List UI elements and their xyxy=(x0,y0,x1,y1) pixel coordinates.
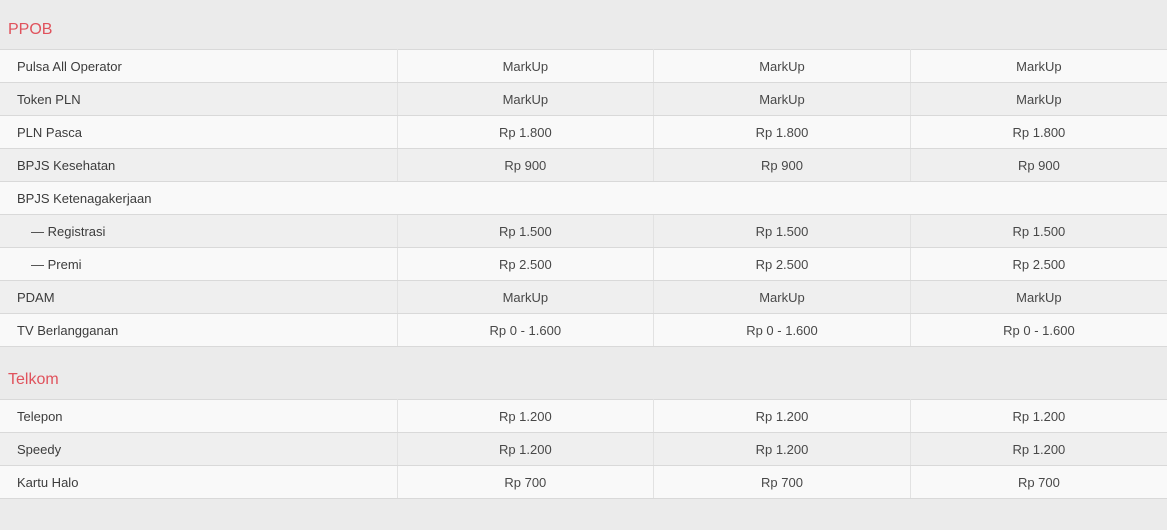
pricing-table: Pulsa All Operator MarkUp MarkUp MarkUp Toke… xyxy=(0,49,1167,347)
section-title: PPOB xyxy=(8,21,53,38)
row-value: MarkUp xyxy=(653,280,911,314)
row-label: PLN Pasca xyxy=(0,115,397,149)
table-row: Speedy Rp 1.200 Rp 1.200 Rp 1.200 xyxy=(0,432,1167,466)
row-value: Rp 1.800 xyxy=(909,115,1167,149)
row-value: Rp 2.500 xyxy=(653,247,911,281)
row-label: Pulsa All Operator xyxy=(0,49,397,83)
row-value: MarkUp xyxy=(396,82,654,116)
table-row: PDAM MarkUp MarkUp MarkUp xyxy=(0,280,1167,314)
row-label: — Registrasi xyxy=(0,214,397,248)
row-label: BPJS Ketenagakerjaan xyxy=(0,181,1167,215)
row-value: MarkUp xyxy=(653,82,911,116)
row-label: Token PLN xyxy=(0,82,397,116)
table-row: TV Berlangganan Rp 0 - 1.600 Rp 0 - 1.600 R… xyxy=(0,313,1167,347)
row-value: Rp 0 - 1.600 xyxy=(396,313,654,347)
table-row: BPJS Kesehatan Rp 900 Rp 900 Rp 900 xyxy=(0,148,1167,182)
table-row: Kartu Halo Rp 700 Rp 700 Rp 700 xyxy=(0,465,1167,499)
row-value: Rp 1.200 xyxy=(396,399,654,433)
pricing-section: Telkom Telepon Rp 1.200 Rp 1.200 Rp 1.200 Spe… xyxy=(0,369,1167,499)
row-value: Rp 0 - 1.600 xyxy=(653,313,911,347)
row-value: Rp 900 xyxy=(396,148,654,182)
sections-container: PPOB Pulsa All Operator MarkUp MarkUp MarkUp… xyxy=(0,19,1167,499)
row-value: MarkUp xyxy=(909,49,1167,83)
row-value: MarkUp xyxy=(909,82,1167,116)
table-row: BPJS Ketenagakerjaan xyxy=(0,181,1167,215)
row-value: Rp 1.200 xyxy=(653,432,911,466)
table-row: Token PLN MarkUp MarkUp MarkUp xyxy=(0,82,1167,116)
row-label: BPJS Kesehatan xyxy=(0,148,397,182)
row-value: Rp 900 xyxy=(909,148,1167,182)
row-value: Rp 2.500 xyxy=(909,247,1167,281)
row-label: Speedy xyxy=(0,432,397,466)
row-value: MarkUp xyxy=(909,280,1167,314)
row-value: MarkUp xyxy=(653,49,911,83)
table-row: — Premi Rp 2.500 Rp 2.500 Rp 2.500 xyxy=(0,247,1167,281)
row-value: Rp 700 xyxy=(909,465,1167,499)
pricing-section: PPOB Pulsa All Operator MarkUp MarkUp MarkUp… xyxy=(0,19,1167,347)
row-value: Rp 0 - 1.600 xyxy=(909,313,1167,347)
row-value: MarkUp xyxy=(396,280,654,314)
row-value: Rp 1.800 xyxy=(653,115,911,149)
table-row: PLN Pasca Rp 1.800 Rp 1.800 Rp 1.800 xyxy=(0,115,1167,149)
pricing-page: PPOB Pulsa All Operator MarkUp MarkUp MarkUp… xyxy=(0,19,1167,499)
row-value: Rp 900 xyxy=(653,148,911,182)
row-value: Rp 1.200 xyxy=(653,399,911,433)
pricing-table: Telepon Rp 1.200 Rp 1.200 Rp 1.200 Speedy Rp … xyxy=(0,399,1167,499)
table-row: — Registrasi Rp 1.500 Rp 1.500 Rp 1.500 xyxy=(0,214,1167,248)
row-value: Rp 1.500 xyxy=(909,214,1167,248)
table-row: Pulsa All Operator MarkUp MarkUp MarkUp xyxy=(0,49,1167,83)
row-value: Rp 1.200 xyxy=(396,432,654,466)
section-title: Telkom xyxy=(8,371,59,388)
table-row: Telepon Rp 1.200 Rp 1.200 Rp 1.200 xyxy=(0,399,1167,433)
row-value: MarkUp xyxy=(396,49,654,83)
row-label: PDAM xyxy=(0,280,397,314)
row-label: TV Berlangganan xyxy=(0,313,397,347)
row-label: — Premi xyxy=(0,247,397,281)
row-value: Rp 1.200 xyxy=(909,432,1167,466)
row-value: Rp 700 xyxy=(653,465,911,499)
row-value: Rp 1.500 xyxy=(653,214,911,248)
row-value: Rp 1.200 xyxy=(909,399,1167,433)
row-value: Rp 1.800 xyxy=(396,115,654,149)
row-value: Rp 2.500 xyxy=(396,247,654,281)
row-value: Rp 700 xyxy=(396,465,654,499)
row-label: Telepon xyxy=(0,399,397,433)
row-label: Kartu Halo xyxy=(0,465,397,499)
row-value: Rp 1.500 xyxy=(396,214,654,248)
